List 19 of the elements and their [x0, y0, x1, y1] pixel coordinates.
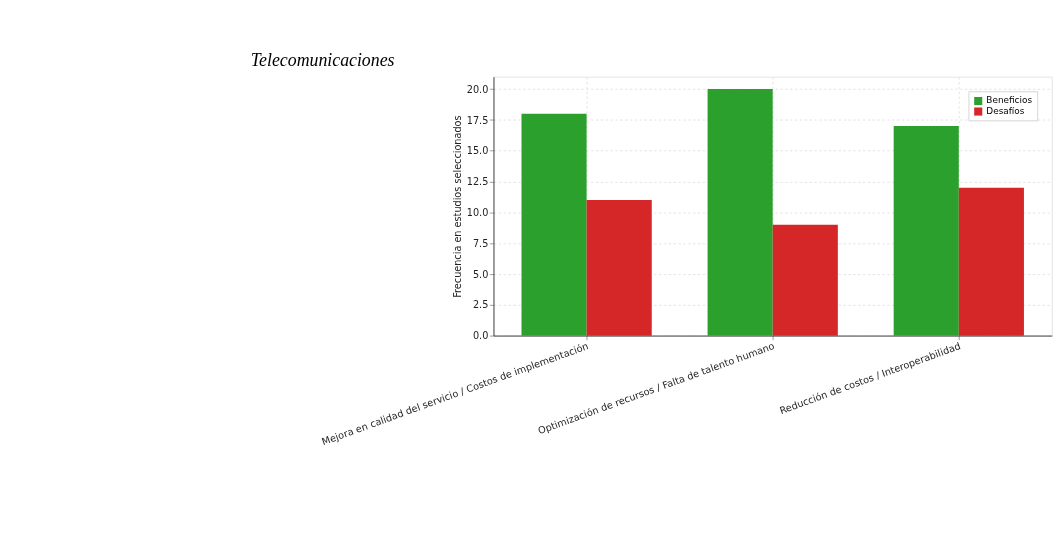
- bar: [521, 113, 587, 336]
- y-tick-label: 10.0: [466, 207, 489, 219]
- legend-label: Beneficios: [986, 95, 1033, 106]
- y-axis-title: Frecuencia en estudios seleccionados: [452, 115, 464, 298]
- y-tick-label: 15.0: [466, 145, 489, 157]
- legend-label: Desafíos: [986, 105, 1025, 116]
- bar: [772, 224, 838, 336]
- bar: [958, 187, 1024, 336]
- y-tick-label: 2.5: [472, 299, 489, 311]
- y-tick-label: 20.0: [466, 83, 489, 95]
- bar: [707, 89, 773, 336]
- y-tick-label: 12.5: [466, 176, 489, 188]
- bar: [586, 200, 652, 336]
- y-tick-label: 17.5: [466, 114, 489, 126]
- bar: [893, 126, 959, 336]
- y-tick-label: 5.0: [472, 268, 489, 280]
- y-tick-label: 0.0: [472, 330, 489, 342]
- text: Telecomunicaciones: [250, 50, 395, 71]
- y-tick-label: 7.5: [472, 237, 489, 249]
